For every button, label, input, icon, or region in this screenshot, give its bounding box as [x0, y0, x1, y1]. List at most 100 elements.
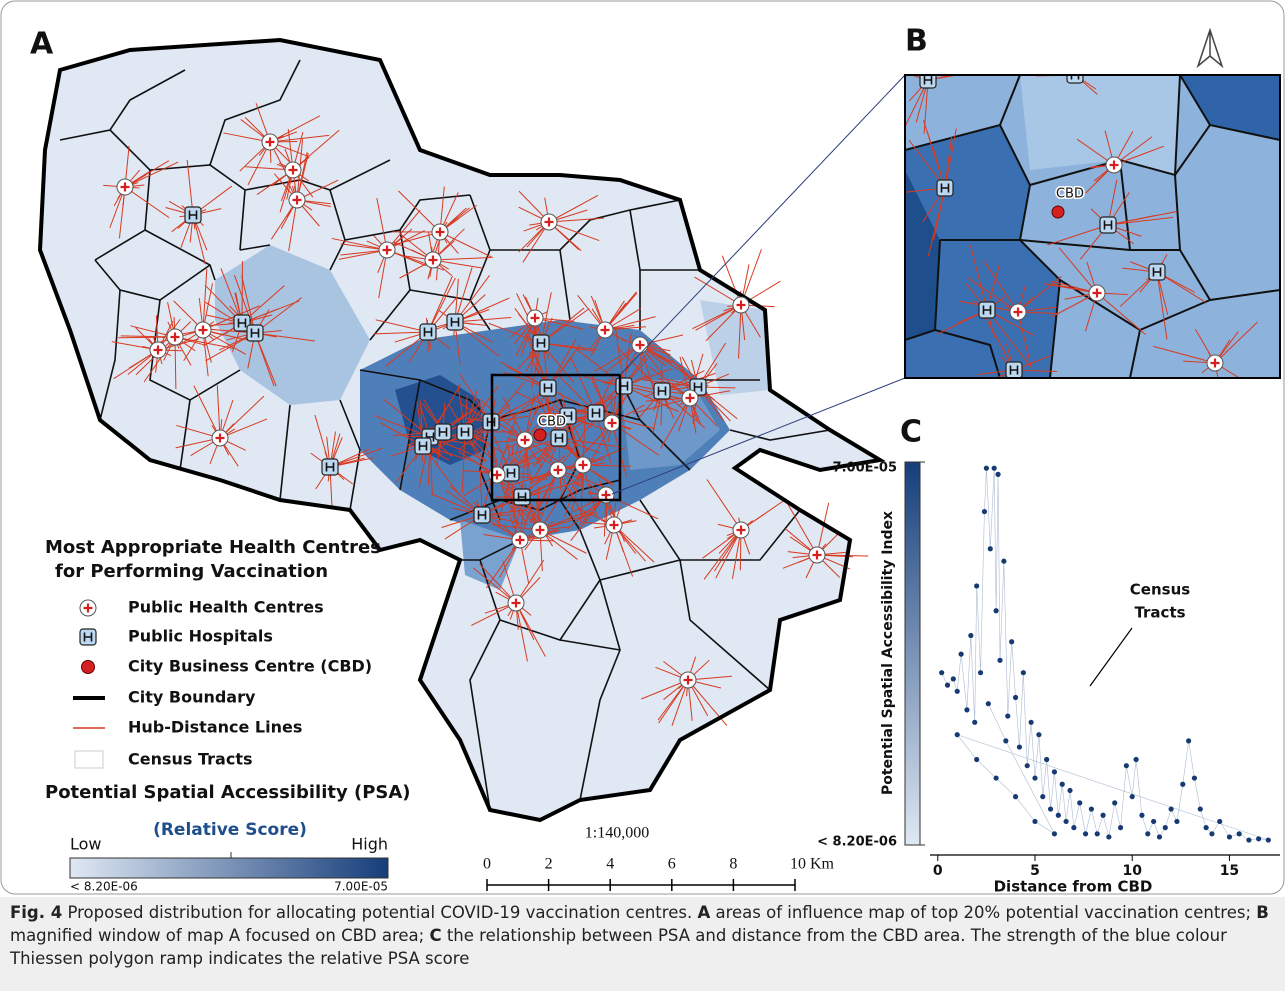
psa-ramp — [70, 858, 388, 878]
point — [1118, 825, 1123, 830]
legend-item: Census Tracts — [128, 750, 253, 769]
point — [974, 583, 979, 588]
point — [972, 720, 977, 725]
point — [1124, 763, 1129, 768]
scale-tick-label: 0 — [483, 856, 491, 873]
point — [1067, 788, 1072, 793]
point — [984, 466, 989, 471]
point — [1032, 819, 1037, 824]
caption-text: Proposed distribution for allocating pot… — [62, 903, 697, 922]
panel-label: B — [905, 24, 928, 59]
cbd-label: CBD — [1056, 187, 1084, 202]
point — [1056, 813, 1061, 818]
point — [1095, 831, 1100, 836]
legend-title: Most Appropriate Health Centres — [45, 537, 381, 558]
point — [1106, 834, 1111, 839]
x-tick-label: 10 — [1122, 863, 1142, 879]
psa-title: Potential Spatial Accessibility (PSA) — [45, 782, 411, 803]
x-tick-label: 0 — [933, 863, 943, 879]
point — [1013, 695, 1018, 700]
annotation: Census — [1130, 581, 1190, 599]
point — [994, 608, 999, 613]
point — [1013, 794, 1018, 799]
point — [1209, 831, 1214, 836]
point — [1130, 794, 1135, 799]
scale-tick-label: 6 — [668, 856, 676, 873]
point — [1089, 806, 1094, 811]
point — [1052, 831, 1057, 836]
point — [1163, 825, 1168, 830]
point — [1134, 757, 1139, 762]
point — [945, 683, 950, 688]
ramp-low: Low — [70, 835, 102, 854]
point — [982, 509, 987, 514]
legend-item: Public Hospitals — [128, 627, 273, 646]
panel-label: C — [900, 415, 922, 450]
point — [1180, 782, 1185, 787]
point — [1237, 831, 1242, 836]
page: CBD A CBD B Most Appropriate Health Cent… — [0, 0, 1285, 991]
point — [1017, 744, 1022, 749]
point — [1246, 837, 1251, 842]
point — [1064, 819, 1069, 824]
point — [1100, 813, 1105, 818]
point — [959, 652, 964, 657]
point — [951, 676, 956, 681]
caption-panel: A — [697, 903, 710, 922]
point — [1266, 837, 1271, 842]
tract-zone — [1020, 75, 1180, 175]
point — [974, 757, 979, 762]
point — [988, 546, 993, 551]
legend-item: City Business Centre (CBD) — [128, 657, 372, 676]
point — [1169, 806, 1174, 811]
panel-label: A — [30, 27, 54, 62]
point — [1071, 825, 1076, 830]
point — [1052, 769, 1057, 774]
y-tick-label: 7.00E-05 — [833, 461, 897, 476]
cbd-label: CBD — [538, 415, 566, 430]
annotation: Tracts — [1134, 604, 1185, 622]
point — [1077, 800, 1082, 805]
point — [1139, 813, 1144, 818]
point — [1227, 834, 1232, 839]
psa-subtitle: (Relative Score) — [153, 820, 307, 840]
scale-tick-label: 4 — [606, 856, 614, 873]
cbd-point — [1052, 206, 1064, 218]
point — [939, 670, 944, 675]
point — [955, 689, 960, 694]
caption-label: Fig. 4 — [10, 903, 62, 922]
scale-ratio: 1:140,000 — [585, 825, 649, 842]
point — [978, 670, 983, 675]
caption-text: areas of influence map of top 20% potent… — [710, 903, 1256, 922]
legend-item: City Boundary — [128, 688, 256, 707]
point — [1198, 806, 1203, 811]
point — [986, 701, 991, 706]
point — [1044, 757, 1049, 762]
legend-title: for Performing Vaccination — [55, 561, 328, 582]
legend-item: Hub-Distance Lines — [128, 718, 302, 737]
legend-cbd — [82, 661, 95, 674]
point — [1021, 670, 1026, 675]
x-tick-label: 5 — [1030, 863, 1040, 879]
cbd-point — [534, 429, 546, 441]
point — [1083, 831, 1088, 836]
y-tick-label: < 8.20E-06 — [817, 835, 897, 850]
point — [1157, 834, 1162, 839]
point — [1151, 819, 1156, 824]
point — [1060, 782, 1065, 787]
point — [994, 775, 999, 780]
point — [1001, 559, 1006, 564]
colorbar — [905, 462, 920, 845]
point — [1112, 800, 1117, 805]
scale-tick-label: 2 — [545, 856, 553, 873]
figure: CBD A CBD B Most Appropriate Health Cent… — [0, 0, 1285, 895]
caption-text: magnified window of map A focused on CBD… — [10, 926, 429, 945]
y-axis-label: Potential Spatial Accessibility Index — [880, 511, 896, 795]
legend-tract — [75, 751, 103, 768]
point — [992, 466, 997, 471]
x-tick-label: 15 — [1220, 863, 1239, 879]
point — [1186, 738, 1191, 743]
caption-panel: B — [1256, 903, 1269, 922]
point — [1029, 720, 1034, 725]
point — [1040, 794, 1045, 799]
